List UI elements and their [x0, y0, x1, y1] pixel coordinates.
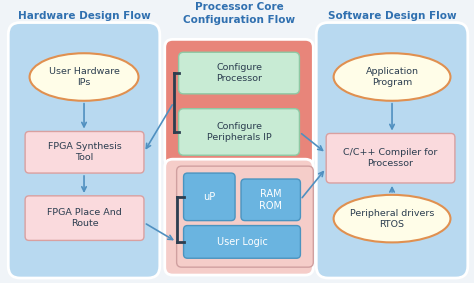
- FancyBboxPatch shape: [25, 132, 144, 173]
- Ellipse shape: [334, 53, 450, 101]
- Text: Configure
Processor: Configure Processor: [216, 63, 262, 83]
- FancyBboxPatch shape: [165, 39, 313, 166]
- FancyBboxPatch shape: [177, 166, 313, 267]
- Text: C/C++ Compiler for
Processor: C/C++ Compiler for Processor: [343, 148, 438, 168]
- FancyBboxPatch shape: [179, 109, 300, 155]
- Text: User Logic: User Logic: [217, 237, 267, 247]
- Ellipse shape: [334, 195, 450, 243]
- FancyBboxPatch shape: [241, 179, 301, 221]
- FancyBboxPatch shape: [183, 226, 301, 258]
- FancyBboxPatch shape: [25, 196, 144, 241]
- Text: Software Design Flow: Software Design Flow: [328, 10, 456, 21]
- Text: FPGA Synthesis
Tool: FPGA Synthesis Tool: [48, 142, 121, 162]
- Text: Peripheral drivers
RTOS: Peripheral drivers RTOS: [350, 209, 434, 229]
- FancyBboxPatch shape: [316, 23, 468, 278]
- FancyBboxPatch shape: [326, 134, 455, 183]
- FancyBboxPatch shape: [179, 52, 300, 94]
- Text: User Hardware
IPs: User Hardware IPs: [49, 67, 119, 87]
- Text: Configure
Peripherals IP: Configure Peripherals IP: [207, 122, 272, 142]
- Text: Hardware Design Flow: Hardware Design Flow: [18, 10, 150, 21]
- Text: FPGA Place And
Route: FPGA Place And Route: [47, 208, 122, 228]
- Text: Application
Program: Application Program: [365, 67, 419, 87]
- FancyBboxPatch shape: [165, 159, 313, 275]
- Ellipse shape: [29, 53, 138, 101]
- Text: uP: uP: [203, 192, 216, 202]
- Text: RAM
ROM: RAM ROM: [259, 188, 282, 211]
- FancyBboxPatch shape: [183, 173, 235, 221]
- FancyBboxPatch shape: [8, 23, 160, 278]
- Text: Processor Core
Configuration Flow: Processor Core Configuration Flow: [183, 3, 295, 25]
